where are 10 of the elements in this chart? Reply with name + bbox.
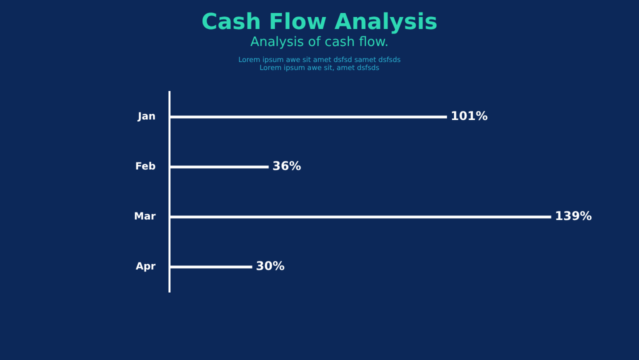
- y-tick-label: Feb: [135, 162, 156, 173]
- y-tick-label: Apr: [136, 262, 156, 273]
- data-label: 36%: [272, 159, 302, 174]
- data-label: 101%: [450, 109, 488, 124]
- chart-title: Cash Flow Analysis: [200, 9, 439, 35]
- y-tick-label: Jan: [137, 112, 156, 123]
- data-label: 30%: [256, 259, 285, 274]
- y-tick-label: Mar: [134, 212, 156, 223]
- data-label: 139%: [554, 209, 592, 224]
- chart-subtitle: Analysis of cash flow.: [249, 35, 390, 50]
